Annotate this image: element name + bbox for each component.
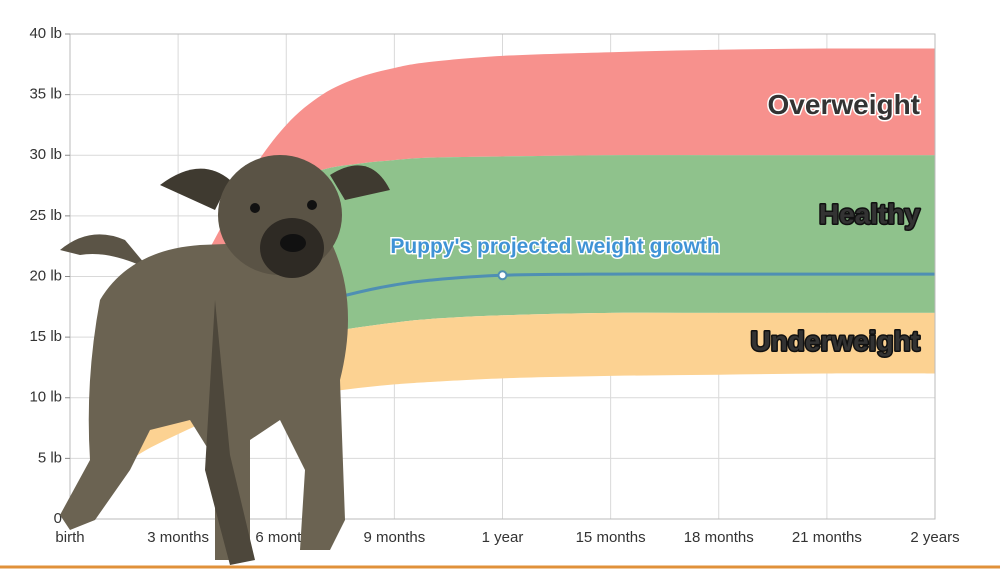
y-tick-label: 0 [54,510,62,527]
x-tick-label: 21 months [792,529,862,546]
x-tick-label: 2 years [910,529,959,546]
x-tick-label: birth [55,529,84,546]
y-tick-label: 15 lb [29,328,62,345]
x-tick-label: 15 months [576,529,646,546]
band-label: Overweight [768,89,920,120]
y-tick-label: 40 lb [29,25,62,42]
y-tick-label: 5 lb [38,449,62,466]
y-tick-label: 35 lb [29,86,62,103]
x-tick-label: 9 months [364,529,426,546]
line-label: Puppy's projected weight growth [390,235,719,258]
x-tick-label: 18 months [684,529,754,546]
band-label: Underweight [750,326,920,357]
y-tick-label: 20 lb [29,267,62,284]
y-tick-label: 25 lb [29,207,62,224]
point-marker [497,270,508,281]
puppy-illustration [60,155,390,565]
x-tick-label: 1 year [482,529,524,546]
y-tick-label: 30 lb [29,146,62,163]
y-tick-label: 10 lb [29,389,62,406]
x-tick-label: 3 months [147,529,209,546]
band-label: Healthy [819,198,921,229]
